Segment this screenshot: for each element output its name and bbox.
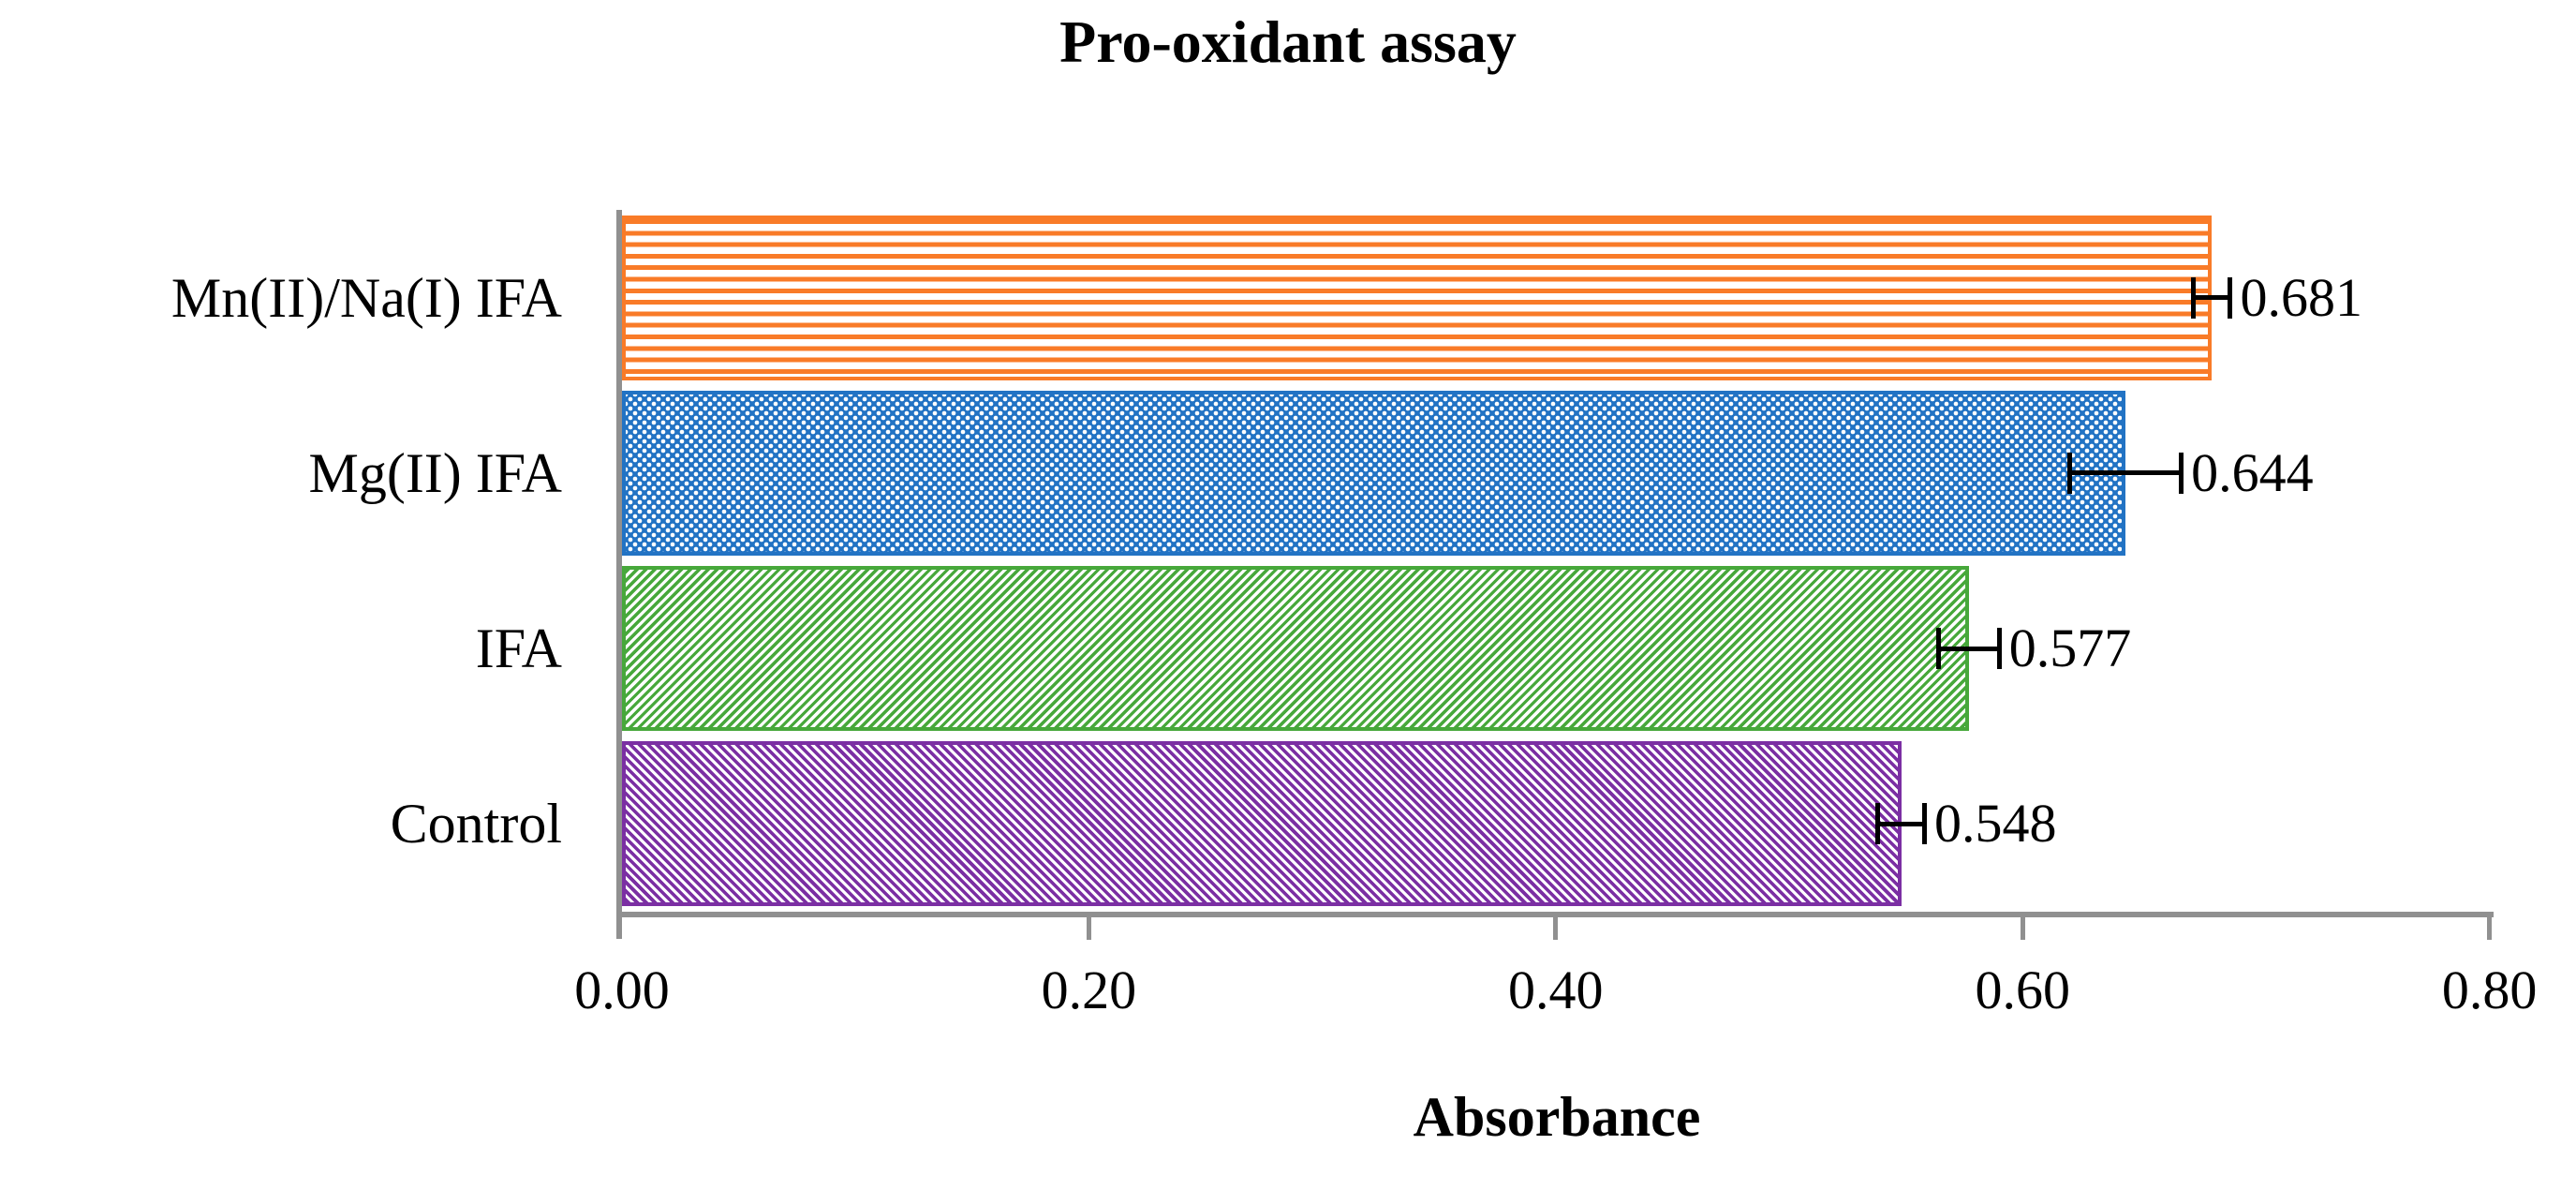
error-bar-cap-left: [1935, 628, 1941, 670]
bar-mn-ii-na-i-ifa: [622, 215, 2213, 380]
bar-ifa: [622, 566, 1969, 732]
value-label-mn-ii-na-i-ifa: 0.681: [2240, 266, 2362, 328]
x-tick-0.20: [1086, 917, 1091, 940]
x-tick-label-0.00: 0.00: [574, 959, 670, 1020]
error-bar-ifa: [1935, 628, 2002, 670]
error-bar-cap-right: [1922, 803, 1928, 845]
x-tick-label-0.80: 0.80: [2441, 959, 2538, 1020]
error-bar-line: [1875, 821, 1928, 826]
y-axis-line: [616, 210, 622, 939]
x-tick-label-0.20: 0.20: [1041, 959, 1137, 1020]
error-bar-line: [1935, 646, 2002, 651]
category-label-ifa: IFA: [475, 617, 562, 680]
bar-mg-ii-ifa: [622, 390, 2125, 556]
error-bar-mn-ii-na-i-ifa: [2190, 276, 2233, 319]
value-label-control: 0.548: [1934, 793, 2057, 855]
x-tick-label-0.40: 0.40: [1508, 959, 1604, 1020]
category-label-mn-ii-na-i-ifa: Mn(II)/Na(I) IFA: [170, 266, 562, 329]
value-label-ifa: 0.577: [2008, 617, 2132, 679]
error-bar-cap-left: [2066, 452, 2072, 494]
x-axis-title: Absorbance: [1413, 1086, 1701, 1148]
x-axis-line: [616, 912, 2494, 917]
category-label-mg-ii-ifa: Mg(II) IFA: [308, 441, 563, 504]
error-bar-line: [2190, 295, 2233, 301]
x-tick-0.80: [2487, 917, 2493, 940]
error-bar-cap-left: [1875, 803, 1881, 845]
error-bar-cap-right: [2179, 452, 2184, 494]
value-label-mg-ii-ifa: 0.644: [2191, 441, 2314, 503]
error-bar-line: [2066, 470, 2184, 476]
category-label-control: Control: [390, 793, 562, 855]
error-bar-mg-ii-ifa: [2066, 452, 2184, 494]
x-tick-label-0.60: 0.60: [1975, 959, 2070, 1020]
error-bar-cap-right: [1996, 628, 2002, 670]
error-bar-cap-left: [2190, 276, 2196, 319]
chart-title: Pro-oxidant assay: [1059, 8, 1517, 75]
error-bar-cap-right: [2228, 276, 2233, 319]
error-bar-control: [1875, 803, 1928, 845]
x-tick-0.60: [2020, 917, 2025, 940]
bar-control: [622, 741, 1902, 907]
x-tick-0.40: [1553, 917, 1559, 940]
